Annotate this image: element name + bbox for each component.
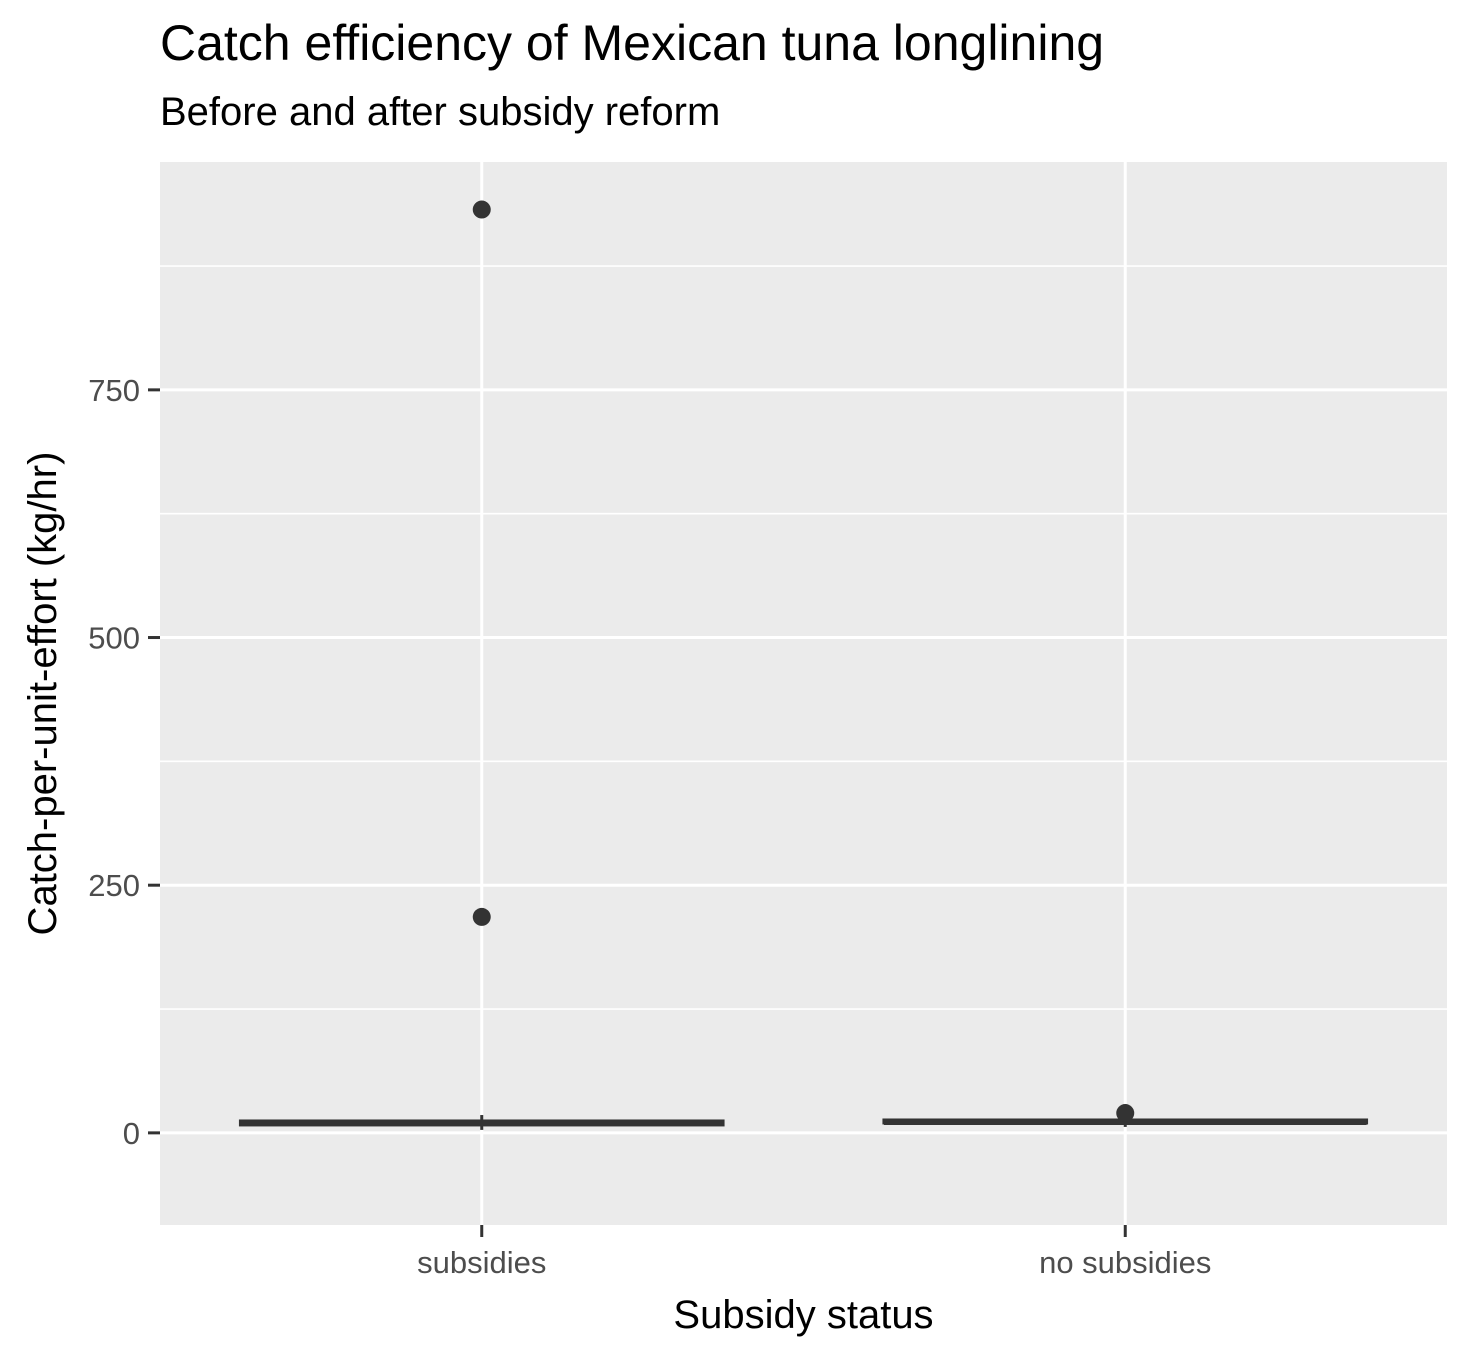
major-gridlines <box>160 162 1447 1225</box>
x-tick-label: subsidies <box>417 1245 546 1280</box>
chart-subtitle: Before and after subsidy reform <box>160 90 721 134</box>
y-tick-label: 0 <box>123 1116 140 1151</box>
outlier-point <box>472 907 491 926</box>
boxplot-marks <box>238 200 1369 1130</box>
plot-panel <box>160 162 1447 1225</box>
outlier-point <box>1116 1104 1135 1123</box>
y-axis-title: Catch-per-unit-effort (kg/hr) <box>21 452 65 936</box>
x-tick-label: no subsidies <box>1039 1245 1211 1280</box>
y-tick-label: 750 <box>88 373 140 408</box>
minor-gridlines <box>160 265 1447 1010</box>
y-tick-label: 250 <box>88 868 140 903</box>
y-tick-label: 500 <box>88 621 140 656</box>
x-axis-title: Subsidy status <box>673 1293 933 1337</box>
axes: 0 250 500 750 subsidies no subsidies <box>88 373 1211 1280</box>
chart-title: Catch efficiency of Mexican tuna longlin… <box>160 15 1105 71</box>
outlier-point <box>472 200 491 219</box>
